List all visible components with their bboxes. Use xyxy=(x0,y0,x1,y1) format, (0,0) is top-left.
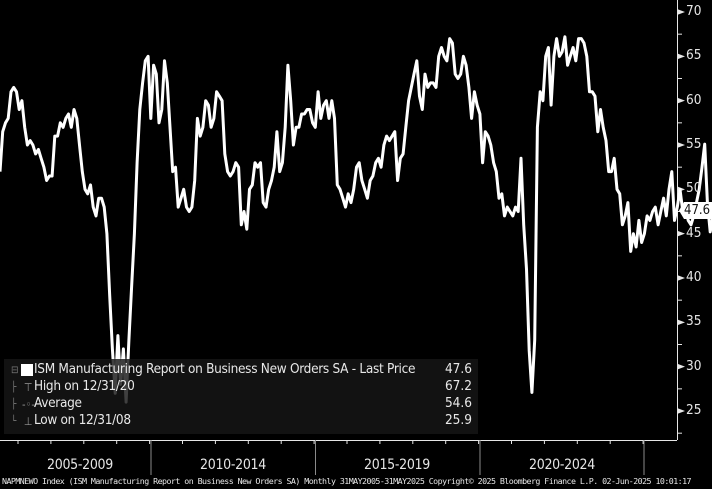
legend-average-value: 54.6 xyxy=(444,395,472,412)
last-price-value: 47.6 xyxy=(684,203,711,218)
high-marker-icon: ⊤ xyxy=(23,381,33,394)
y-tick-label-30: 30 xyxy=(686,357,702,374)
legend-high-value: 67.2 xyxy=(444,378,472,395)
last-price-tag-shape xyxy=(679,202,712,219)
x-label-2020-2024: 2020-2024 xyxy=(529,457,595,473)
y-tick-label-50: 50 xyxy=(686,180,702,197)
chart-footer: NAPMNEWO Index (ISM Manufacturing Report… xyxy=(2,476,692,486)
legend-row-series: ⊟ ISM Manufacturing Report on Business N… xyxy=(4,362,478,378)
x-label-2005-2009: 2005-2009 xyxy=(47,457,113,473)
legend-row-high: ├ ⊤ High on 12/31/20 67.2 xyxy=(4,379,478,395)
y-tick-label-65: 65 xyxy=(686,47,702,64)
x-axis-ticks xyxy=(17,440,645,475)
legend-low-label: Low on 12/31/08 xyxy=(34,412,131,429)
y-tick-label-45: 45 xyxy=(686,224,702,241)
legend-average-label: Average xyxy=(34,395,82,412)
series-line xyxy=(0,35,712,404)
y-tick-label-55: 55 xyxy=(686,136,702,152)
y-tick-label-70: 70 xyxy=(686,3,702,19)
x-label-2010-2014: 2010-2014 xyxy=(200,457,266,473)
legend-series-label: ISM Manufacturing Report on Business New… xyxy=(34,361,416,378)
y-axis-ticks xyxy=(677,9,685,434)
tree-end-icon: └ xyxy=(11,416,17,427)
legend-low-value: 25.9 xyxy=(444,412,472,429)
y-tick-label-60: 60 xyxy=(686,91,702,108)
average-marker-icon: -◦- xyxy=(22,398,35,411)
x-label-2015-2019: 2015-2019 xyxy=(364,457,430,473)
chart-legend: ⊟ ISM Manufacturing Report on Business N… xyxy=(4,359,478,434)
y-tick-label-35: 35 xyxy=(686,313,702,330)
legend-row-low: └ ⊥ Low on 12/31/08 25.9 xyxy=(4,413,478,429)
tree-branch-icon: ├ xyxy=(11,399,17,410)
y-tick-label-40: 40 xyxy=(686,269,702,285)
y-tick-label-25: 25 xyxy=(686,402,702,418)
tree-branch-icon: ├ xyxy=(11,382,17,393)
legend-high-label: High on 12/31/20 xyxy=(34,378,135,395)
low-marker-icon: ⊥ xyxy=(23,415,33,428)
last-price-tag: 47.6 xyxy=(679,202,712,219)
legend-series-value: 47.6 xyxy=(444,361,472,378)
series-color-swatch xyxy=(21,364,33,376)
legend-row-average: ├ -◦- Average 54.6 xyxy=(4,396,478,412)
collapse-icon[interactable]: ⊟ xyxy=(11,365,19,376)
